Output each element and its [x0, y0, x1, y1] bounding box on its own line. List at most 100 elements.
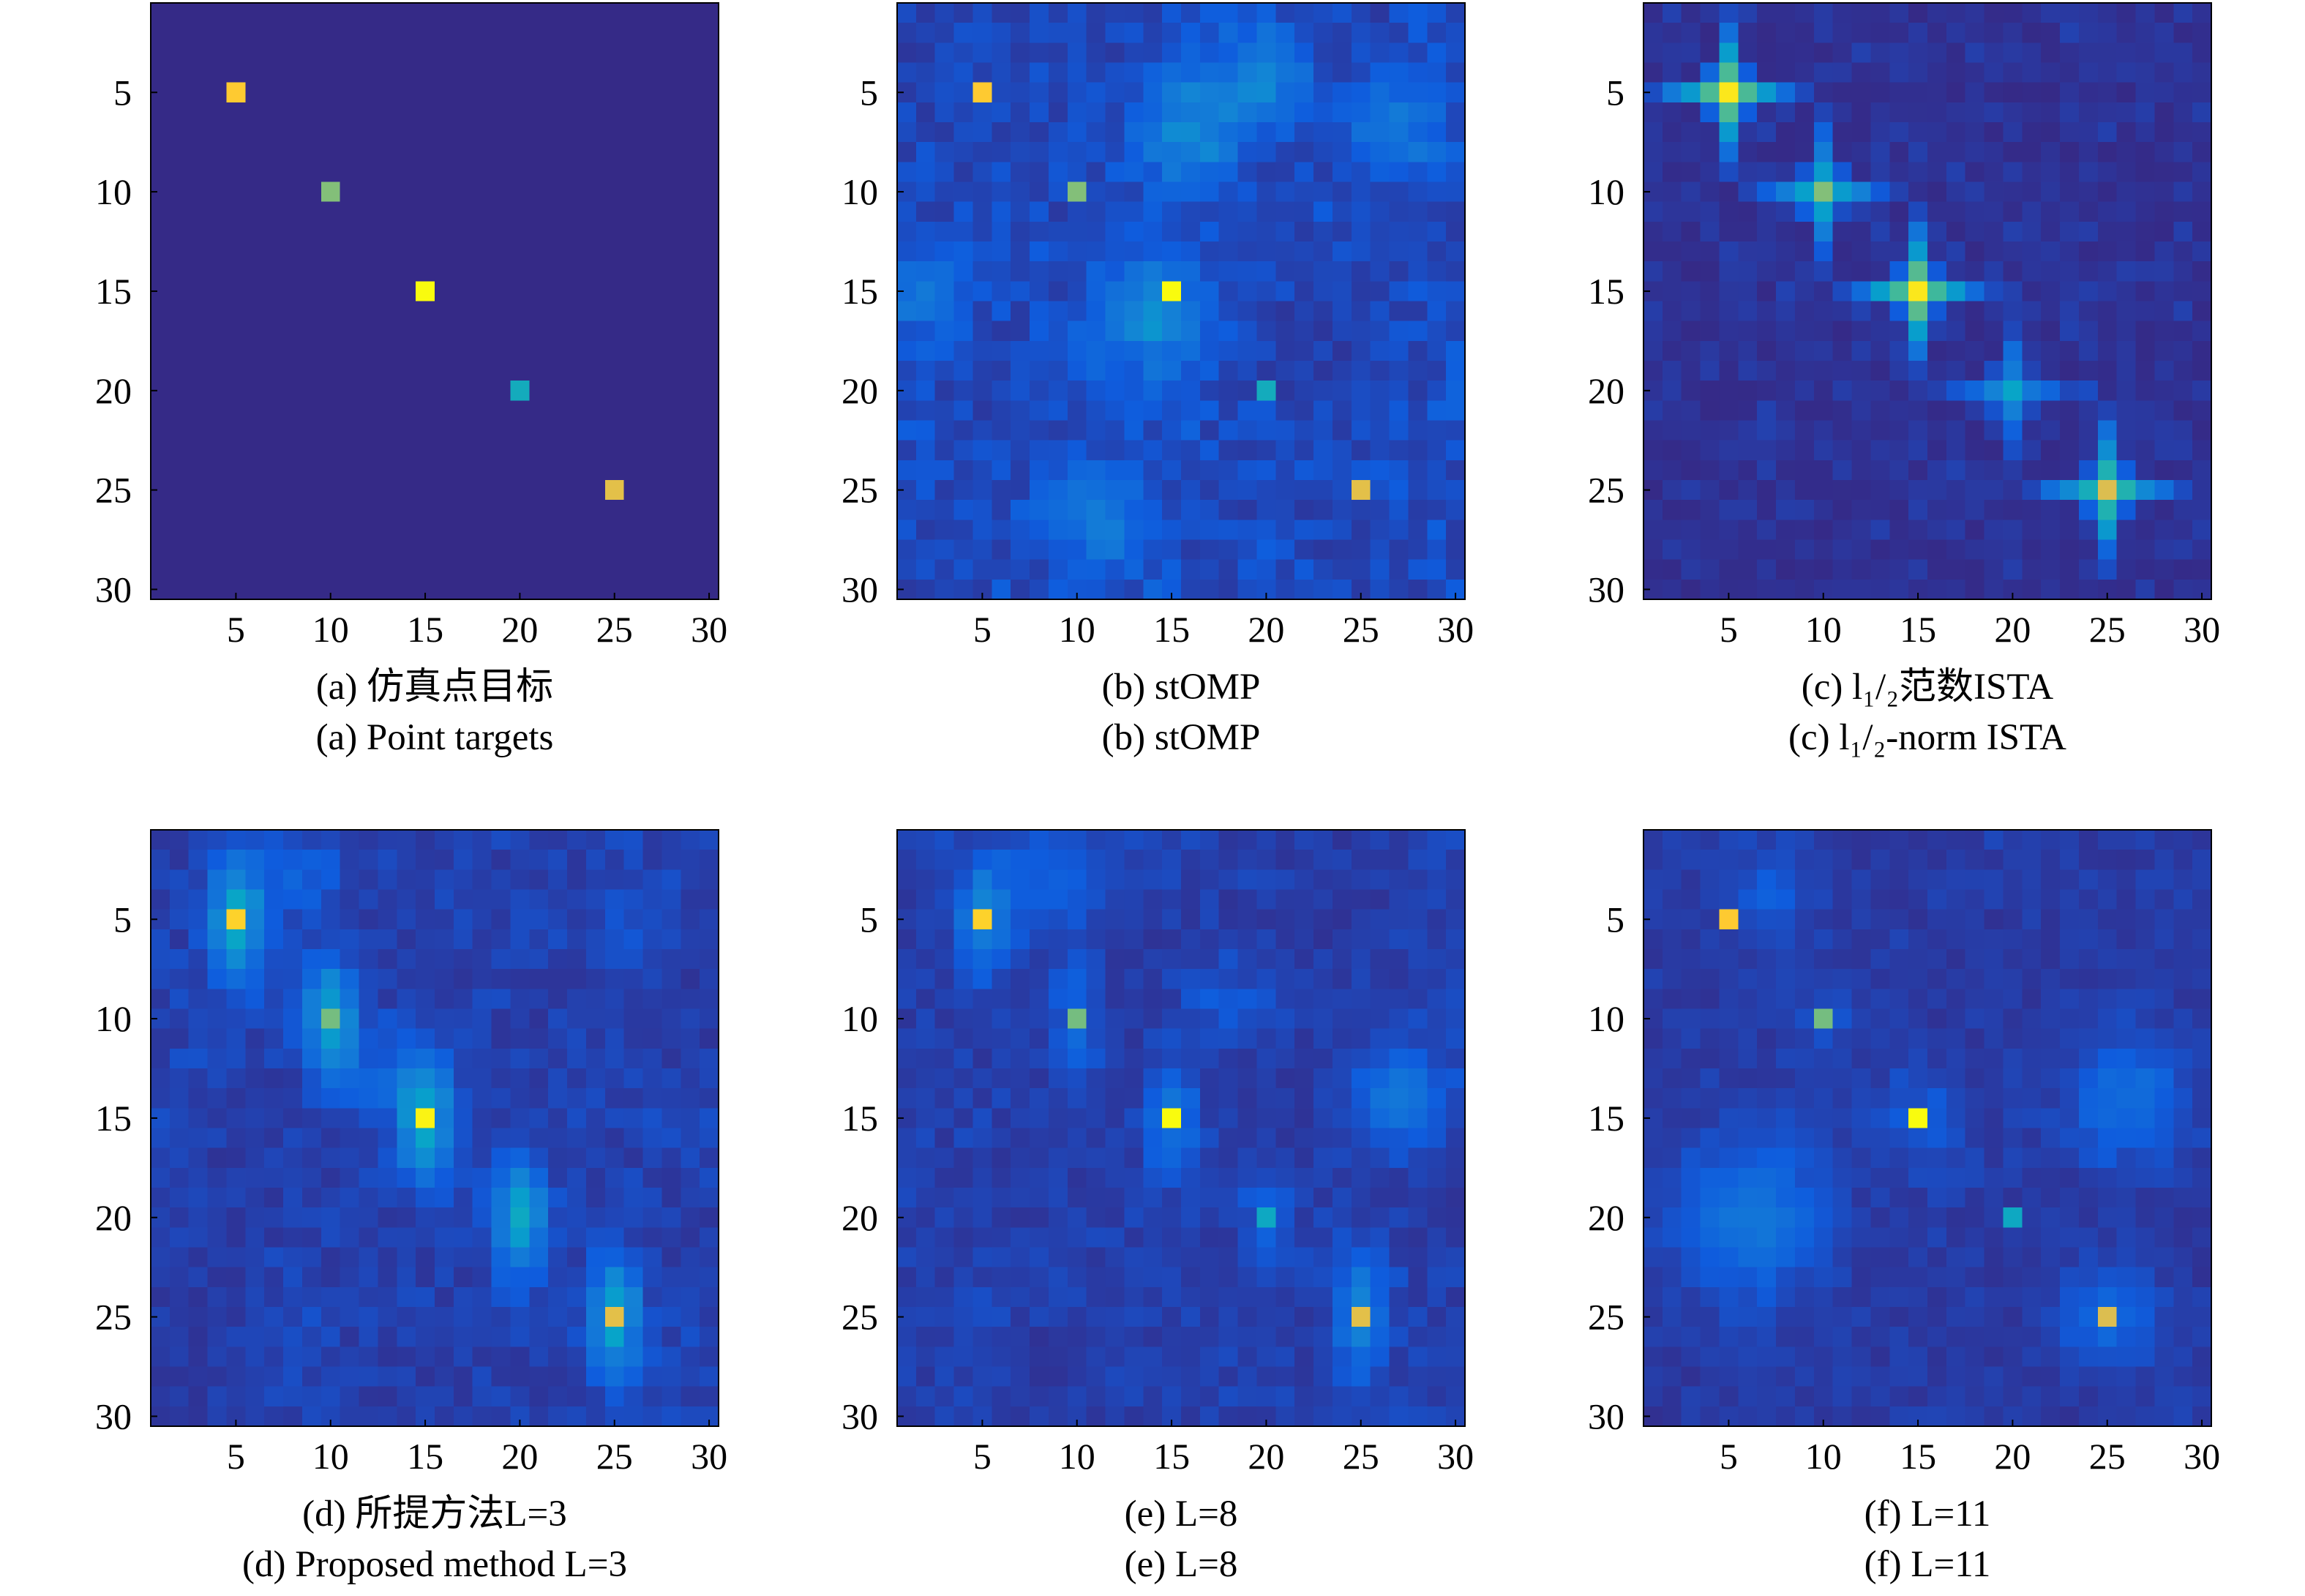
heatmap-cell — [585, 3, 606, 23]
heatmap-cell — [1965, 361, 1985, 381]
heatmap-cell — [1389, 850, 1409, 870]
heatmap-cell — [1776, 361, 1796, 381]
heatmap-cell — [1813, 42, 1834, 64]
heatmap-cell — [1870, 889, 1890, 910]
heatmap-cell — [623, 1028, 644, 1049]
heatmap-cell — [226, 162, 246, 183]
heatmap-cell — [681, 102, 700, 123]
heatmap-cell — [1427, 989, 1447, 1010]
heatmap-cell — [585, 1128, 606, 1149]
heatmap-cell — [169, 889, 190, 910]
heatmap-cell — [1870, 361, 1890, 381]
heatmap-cell — [604, 261, 625, 282]
heatmap-cell — [915, 241, 936, 262]
heatmap-cell — [992, 142, 1011, 162]
heatmap-cell — [416, 62, 435, 83]
heatmap-cell — [2154, 221, 2174, 242]
heatmap-cell — [1048, 321, 1068, 342]
heatmap-cell — [1870, 142, 1890, 162]
heatmap-cell — [2135, 221, 2155, 242]
heatmap-cell — [623, 909, 644, 930]
heatmap-cell — [1143, 42, 1163, 64]
heatmap-cell — [321, 830, 341, 850]
heatmap-cell — [1644, 520, 1663, 541]
heatmap-cell — [1776, 281, 1796, 302]
heatmap-cell — [1427, 1247, 1447, 1268]
heatmap-cell — [1889, 122, 1909, 143]
heatmap-cell — [207, 201, 228, 222]
heatmap-cell — [661, 261, 681, 282]
heatmap-cell — [453, 1406, 473, 1427]
heatmap-cell — [1832, 579, 1853, 600]
heatmap-cell — [2003, 62, 2023, 83]
heatmap-cell — [1408, 301, 1428, 322]
heatmap-cell — [207, 181, 228, 203]
heatmap-cell — [1908, 42, 1928, 64]
heatmap-cell — [661, 181, 681, 203]
heatmap-cell — [1757, 122, 1777, 143]
heatmap-cell — [1700, 201, 1720, 222]
heatmap-cell — [397, 1207, 416, 1228]
heatmap-cell — [1086, 1346, 1106, 1368]
heatmap-cell — [1162, 162, 1182, 183]
heatmap-cell — [897, 969, 917, 989]
heatmap-cell — [378, 929, 397, 950]
heatmap-cell — [1889, 82, 1909, 103]
heatmap-cell — [1011, 520, 1030, 541]
heatmap-cell — [1832, 949, 1853, 970]
heatmap-cell — [245, 1327, 265, 1347]
heatmap-cell — [1946, 122, 1966, 143]
heatmap-cell — [1719, 201, 1739, 222]
heatmap-cell — [1794, 440, 1815, 461]
heatmap-cell — [585, 381, 606, 401]
heatmap-cell — [301, 1048, 322, 1069]
heatmap-cell — [510, 929, 530, 950]
heatmap-cell — [1218, 579, 1239, 600]
heatmap-cell — [1105, 1128, 1125, 1149]
heatmap-cell — [1143, 989, 1163, 1010]
heatmap-cell — [1030, 1386, 1049, 1407]
heatmap-cell — [472, 1327, 492, 1347]
heatmap-cell — [529, 221, 549, 242]
heatmap-cell — [642, 301, 662, 322]
heatmap-cell — [1275, 261, 1295, 282]
heatmap-cell — [1813, 82, 1834, 103]
heatmap-cell — [1870, 500, 1890, 520]
heatmap-cell — [953, 1386, 974, 1407]
heatmap-cell — [2154, 62, 2174, 83]
heatmap-cell — [1870, 241, 1890, 262]
heatmap-cell — [623, 241, 644, 262]
heatmap-cell — [397, 1267, 416, 1288]
heatmap-cell — [1719, 830, 1739, 850]
heatmap-cell — [188, 261, 209, 282]
heatmap-cell — [1030, 340, 1049, 361]
heatmap-cell — [151, 969, 170, 989]
caption-english: (d) Proposed method L=3 — [242, 1544, 627, 1585]
heatmap-cell — [1313, 1286, 1333, 1308]
heatmap-cell — [1067, 400, 1087, 422]
heatmap-cell — [1313, 830, 1333, 850]
heatmap-cell — [1218, 559, 1239, 580]
heatmap-cell — [661, 62, 681, 83]
heatmap-cell — [1794, 420, 1815, 441]
heatmap-cell — [1908, 949, 1928, 970]
heatmap-cell — [340, 579, 360, 600]
heatmap-cell — [2173, 3, 2193, 23]
heatmap-cell — [283, 889, 303, 910]
heatmap-cell — [585, 1068, 606, 1089]
heatmap-cell — [1946, 281, 1966, 302]
heatmap-cell — [1011, 1386, 1030, 1407]
heatmap-cell — [1218, 301, 1239, 322]
heatmap-cell — [472, 1008, 492, 1030]
heatmap-cell — [1832, 889, 1853, 910]
heatmap-cell — [416, 1267, 435, 1288]
heatmap-cell — [264, 281, 284, 302]
heatmap-cell — [2060, 142, 2080, 162]
heatmap-cell — [992, 579, 1011, 600]
heatmap-cell — [1162, 42, 1182, 64]
heatmap-cell — [1294, 1108, 1314, 1129]
heatmap-cell — [1927, 201, 1947, 222]
heatmap-cell — [264, 579, 284, 600]
heatmap-cell — [1332, 3, 1352, 23]
heatmap-cell — [1851, 62, 1871, 83]
